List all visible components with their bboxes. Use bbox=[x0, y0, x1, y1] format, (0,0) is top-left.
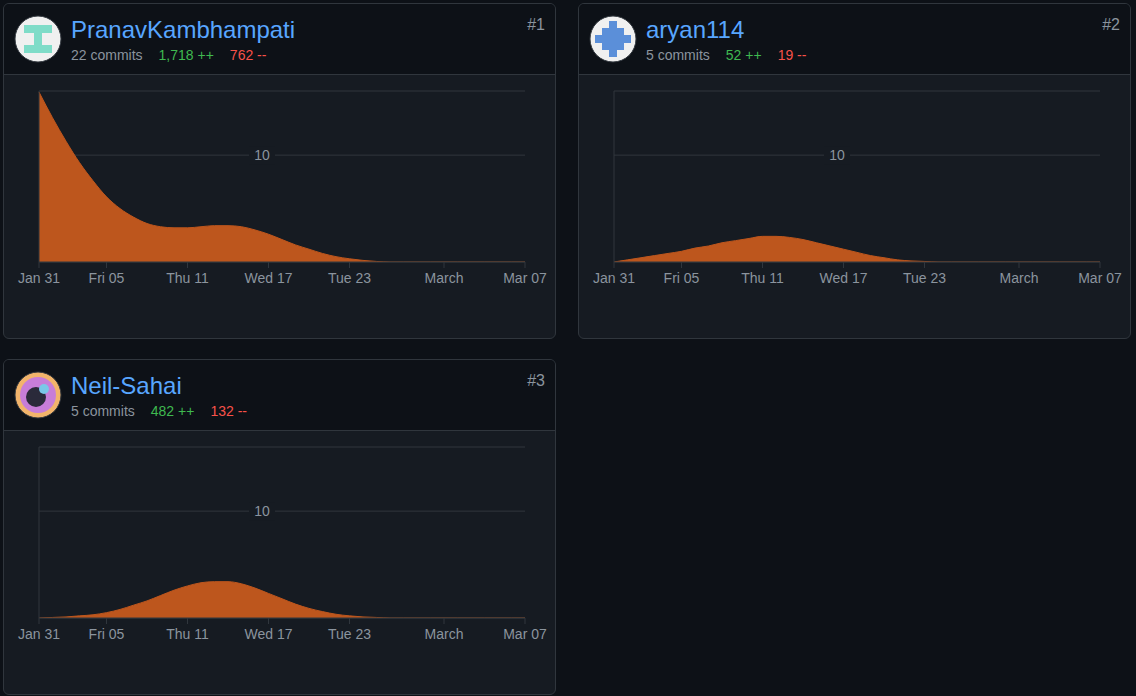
svg-text:10: 10 bbox=[254, 503, 270, 519]
html-text:5 commits: 5 commits bbox=[646, 47, 710, 63]
svg-text:Mar 07: Mar 07 bbox=[503, 270, 547, 286]
html-text:#1: #1 bbox=[527, 16, 545, 33]
svg-text:Thu 11: Thu 11 bbox=[741, 270, 784, 286]
html-text:PranavKambhampati: PranavKambhampati bbox=[71, 16, 296, 43]
html-text:22 commits: 22 commits bbox=[71, 47, 143, 63]
svg-text:Tue 23: Tue 23 bbox=[328, 626, 371, 642]
svg-text:March: March bbox=[425, 270, 464, 286]
html-text:5 commits: 5 commits bbox=[71, 403, 135, 419]
html-text:#2: #2 bbox=[1102, 16, 1120, 33]
html-text:132 --: 132 -- bbox=[210, 403, 247, 419]
svg-text:Jan 31: Jan 31 bbox=[18, 270, 60, 286]
html-text:762 --: 762 -- bbox=[229, 47, 267, 63]
html-text:19 --: 19 -- bbox=[777, 47, 807, 63]
svg-text:Jan 31: Jan 31 bbox=[18, 626, 60, 642]
svg-text:Wed 17: Wed 17 bbox=[820, 270, 868, 286]
svg-text:Mar 07: Mar 07 bbox=[1078, 270, 1122, 286]
svg-text:Thu 11: Thu 11 bbox=[166, 626, 209, 642]
svg-text:Fri 05: Fri 05 bbox=[664, 270, 700, 286]
svg-text:Tue 23: Tue 23 bbox=[903, 270, 946, 286]
svg-text:Thu 11: Thu 11 bbox=[166, 270, 209, 286]
svg-text:Wed 17: Wed 17 bbox=[245, 626, 293, 642]
svg-text:Wed 17: Wed 17 bbox=[245, 270, 293, 286]
html-text:aryan114: aryan114 bbox=[646, 16, 745, 43]
svg-text:March: March bbox=[425, 626, 464, 642]
html-text:Neil-Sahai: Neil-Sahai bbox=[71, 372, 182, 399]
svg-text:10: 10 bbox=[254, 147, 270, 163]
svg-text:March: March bbox=[1000, 270, 1039, 286]
svg-text:Tue 23: Tue 23 bbox=[328, 270, 371, 286]
html-text:52 ++: 52 ++ bbox=[725, 47, 762, 63]
html-text:482 ++: 482 ++ bbox=[150, 403, 195, 419]
svg-text:Jan 31: Jan 31 bbox=[593, 270, 635, 286]
svg-text:Fri 05: Fri 05 bbox=[89, 270, 125, 286]
svg-text:Fri 05: Fri 05 bbox=[89, 626, 125, 642]
html-text:#3: #3 bbox=[527, 372, 545, 389]
html-text:1,718 ++: 1,718 ++ bbox=[158, 47, 214, 63]
svg-text:Mar 07: Mar 07 bbox=[503, 626, 547, 642]
svg-text:10: 10 bbox=[829, 147, 845, 163]
